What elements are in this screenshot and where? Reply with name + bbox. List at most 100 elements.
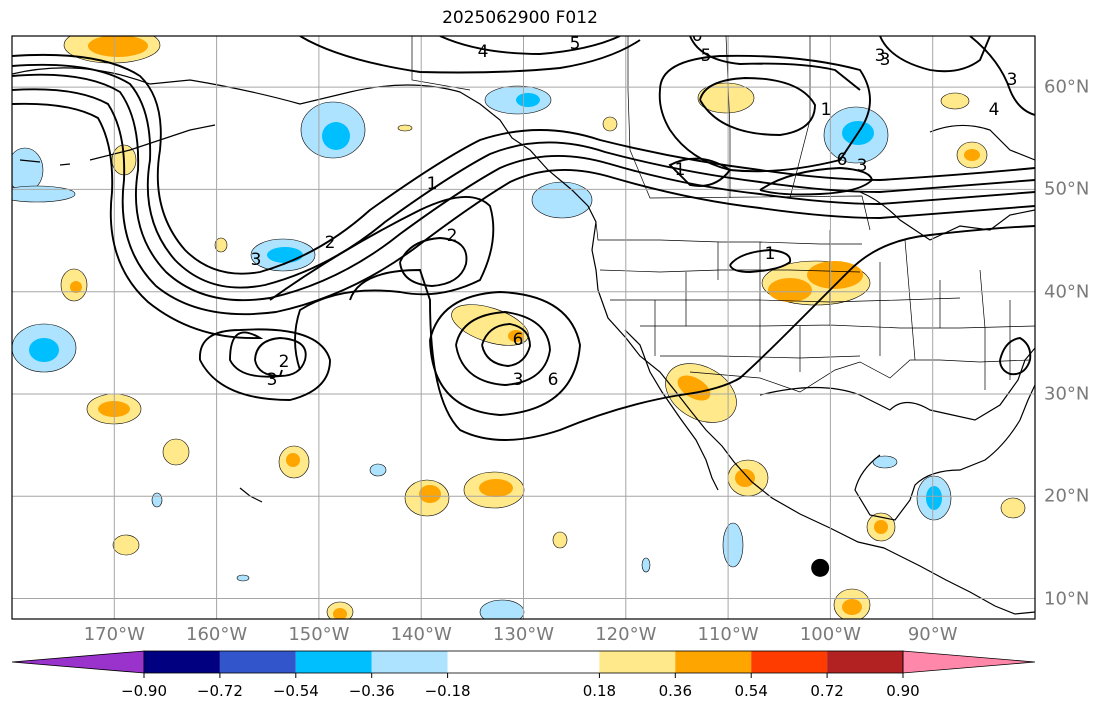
longitude-tick-label: 110°W — [697, 624, 759, 645]
colorbar-segment — [447, 651, 600, 673]
anomaly-blob — [508, 330, 524, 342]
anomaly-blob — [641, 557, 651, 573]
graticule — [12, 36, 1035, 619]
coastline-path — [624, 329, 719, 491]
colorbar-tick-label: −0.54 — [272, 682, 319, 700]
contour-label: 6 — [692, 26, 703, 46]
colorbar-tick-label: 0.18 — [582, 682, 617, 700]
contour-line — [689, 36, 991, 91]
colorbar-segment — [599, 651, 676, 673]
latitude-tick-label: 20°N — [1044, 485, 1090, 507]
contour-lines — [12, 36, 1035, 441]
latitude-tick-label: 50°N — [1044, 178, 1090, 200]
anomaly-blob — [602, 116, 618, 132]
longitude-tick-label: 120°W — [595, 624, 657, 645]
coastline-path — [759, 347, 1035, 421]
coastline-path — [929, 124, 1035, 161]
contour-line — [299, 36, 641, 74]
anomaly-blob — [397, 124, 413, 132]
anomaly-blob — [552, 531, 568, 549]
coastline-path — [12, 67, 1035, 615]
colorbar-under-triangle — [11, 650, 145, 674]
contour-label: 3 — [267, 370, 278, 390]
contour-label: 3 — [875, 46, 886, 66]
colorbar-tick-label: 0.36 — [658, 682, 692, 700]
colorbar-tick-label: −0.18 — [424, 682, 471, 700]
contour-label: 3 — [880, 50, 891, 70]
contour-line — [455, 311, 551, 386]
latitude-tick-label: 10°N — [1044, 588, 1090, 610]
anomaly-blob — [479, 599, 525, 619]
latitude-tick-label: 40°N — [1044, 281, 1090, 303]
anomaly-blob — [70, 281, 82, 293]
map-frame — [11, 35, 1036, 620]
contour-label: 3 — [513, 370, 524, 390]
coastline-path — [854, 384, 1035, 521]
contour-label: 4 — [989, 100, 1000, 120]
contour-label: 1 — [427, 174, 438, 194]
longitude-tick-label: 140°W — [390, 624, 452, 645]
anomaly-blob — [419, 485, 441, 503]
contour-label: 1 — [765, 244, 776, 264]
contour-label: 3 — [1007, 70, 1018, 90]
anomaly-blob — [1000, 497, 1026, 519]
anomaly-blob — [112, 534, 140, 556]
colorbar-tick-label: 0.72 — [810, 682, 844, 700]
colorbar-outline — [143, 650, 904, 674]
colorbar-over-triangle — [902, 650, 1036, 674]
colorbar-segment — [827, 651, 903, 673]
contour-label: 6 — [513, 330, 524, 350]
anomaly-blob — [333, 608, 347, 619]
anomaly-blob — [964, 149, 980, 161]
colorbar-tick-label: 0.54 — [734, 682, 768, 700]
colorbar-segment — [675, 651, 752, 673]
anomaly-blob — [768, 278, 812, 302]
contour-label: 1 — [821, 100, 832, 120]
anomaly-blob — [267, 247, 303, 263]
anomaly-blob — [214, 237, 228, 253]
contour-line — [759, 167, 874, 196]
contour-line — [699, 77, 816, 136]
contour-line — [658, 54, 871, 173]
contour-line — [269, 195, 495, 371]
anomaly-blob — [531, 181, 593, 219]
colorbar-segment — [295, 651, 372, 673]
anomaly-blob — [369, 463, 387, 477]
contour-line — [969, 36, 1035, 116]
anomaly-blob — [842, 599, 862, 615]
map-title: 2025062900 F012 — [442, 8, 598, 28]
contour-label: 6 — [548, 370, 559, 390]
anomaly-blob — [874, 520, 888, 534]
contour-line — [429, 291, 581, 416]
contour-label: 2 — [279, 352, 290, 372]
colorbar-segment — [371, 651, 448, 673]
contour-line — [999, 337, 1032, 376]
contour-line — [439, 36, 621, 55]
anomaly-blob — [516, 93, 540, 107]
contour-line — [254, 337, 307, 377]
anomaly-blob — [151, 492, 163, 508]
longitude-tick-label: 130°W — [492, 624, 555, 645]
colorbar-tick-label: −0.36 — [348, 682, 395, 700]
contour-line — [668, 157, 732, 187]
contour-line — [12, 73, 1035, 302]
anomaly-blob — [236, 574, 250, 582]
anomaly-blob — [697, 82, 755, 114]
contour-label: 2 — [447, 226, 458, 246]
anomaly-blob — [940, 92, 970, 110]
anomaly-blob — [926, 486, 942, 510]
contour-label: 3 — [857, 156, 868, 176]
longitude-tick-label: 150°W — [288, 624, 350, 645]
contour-line — [399, 237, 468, 287]
contour-label: 4 — [478, 42, 489, 62]
anomaly-blob — [322, 122, 350, 150]
contour-line — [349, 225, 1035, 441]
anomaly-blob — [479, 479, 513, 497]
coastline-path — [859, 191, 1035, 241]
anomaly-blob — [12, 185, 76, 203]
anomaly-blob — [722, 522, 744, 568]
location-marker — [811, 558, 830, 577]
anomaly-blob — [162, 438, 190, 466]
